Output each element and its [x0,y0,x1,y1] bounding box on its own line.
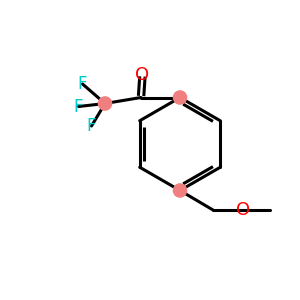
Text: O: O [236,201,250,219]
Circle shape [98,97,112,110]
Text: F: F [87,117,96,135]
Circle shape [173,184,187,197]
Text: F: F [74,98,83,116]
Text: O: O [135,66,150,84]
Circle shape [173,91,187,104]
Text: F: F [78,75,87,93]
